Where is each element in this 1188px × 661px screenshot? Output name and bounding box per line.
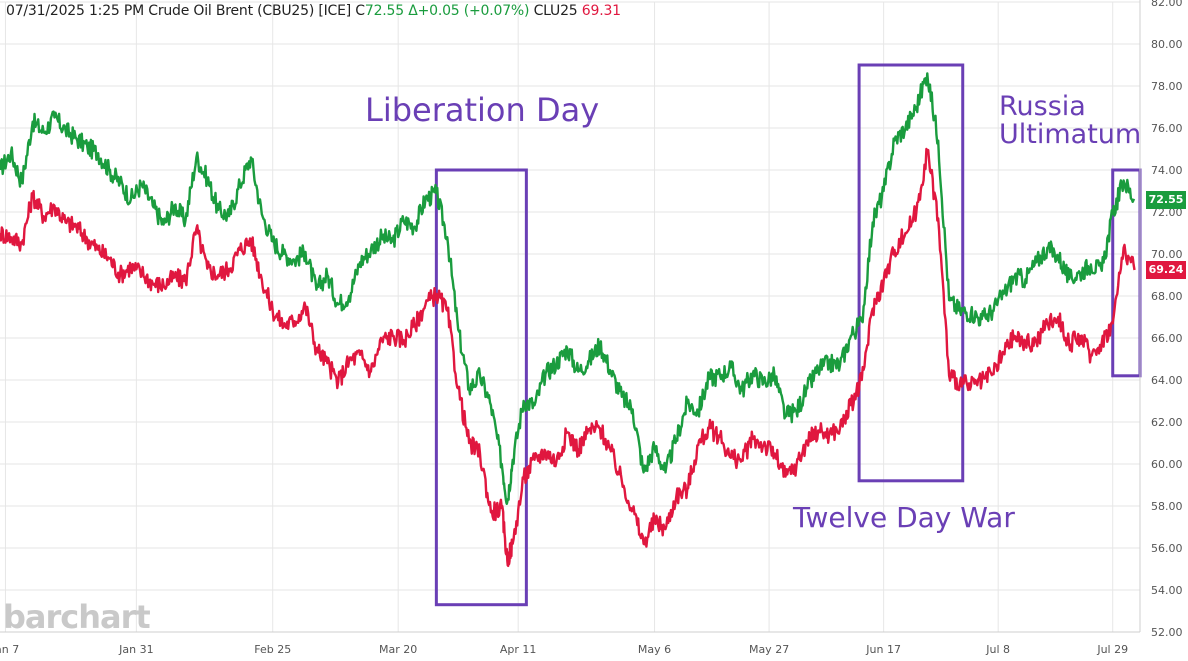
chart-header: 07/31/2025 1:25 PM Crude Oil Brent (CBU2… — [6, 3, 621, 19]
annotation-twelve-day-war: Twelve Day War — [793, 501, 1015, 534]
x-tick-label: Mar 20 — [379, 643, 417, 656]
y-tick-label: 78.00 — [1151, 80, 1183, 93]
x-tick-label: May 6 — [638, 643, 671, 656]
annotation-russia-line1: Russia — [999, 91, 1086, 122]
highlight-box — [434, 168, 528, 607]
y-tick-label: 52.00 — [1151, 626, 1183, 639]
y-tick-label: 68.00 — [1151, 290, 1183, 303]
header-change: Δ+0.05 (+0.07%) — [408, 3, 530, 19]
header-date: 07/31/2025 — [6, 3, 85, 19]
x-tick-label: Apr 11 — [500, 643, 537, 656]
brent-price-tag: 72.55 — [1146, 191, 1186, 210]
highlight-box — [857, 63, 965, 483]
header-time: 1:25 PM — [88, 3, 144, 19]
x-tick-label: Jan 31 — [118, 643, 153, 656]
annotation-russia-ultimatum: Russia Ultimatum — [999, 91, 1142, 151]
brent-series-line — [0, 72, 1136, 505]
y-tick-label: 64.00 — [1151, 374, 1183, 387]
y-tick-label: 62.00 — [1151, 416, 1183, 429]
barchart-logo: barchart — [3, 598, 151, 636]
y-tick-label: 58.00 — [1151, 500, 1183, 513]
y-tick-label: 76.00 — [1151, 122, 1183, 135]
header-compare-value: 69.31 — [581, 3, 621, 19]
y-tick-label: 54.00 — [1151, 584, 1183, 597]
series-lines — [0, 72, 1136, 567]
x-tick-label: Jan 7 — [0, 643, 19, 656]
y-tick-label: 70.00 — [1151, 248, 1183, 261]
header-close-label: C — [355, 3, 365, 19]
y-tick-label: 56.00 — [1151, 542, 1183, 555]
chart-grid — [0, 1, 1140, 633]
x-tick-label: Feb 25 — [254, 643, 291, 656]
y-tick-label: 74.00 — [1151, 164, 1183, 177]
wti-series-line — [0, 147, 1136, 567]
y-tick-label: 66.00 — [1151, 332, 1183, 345]
header-instrument: Crude Oil Brent (CBU25) [ICE] — [148, 3, 352, 19]
y-tick-label: 80.00 — [1151, 38, 1183, 51]
header-compare-symbol: CLU25 — [533, 3, 578, 19]
x-tick-label: Jul 8 — [985, 643, 1010, 656]
annotation-russia-line2: Ultimatum — [999, 119, 1142, 151]
y-tick-label: 60.00 — [1151, 458, 1183, 471]
x-tick-label: Jul 29 — [1096, 643, 1128, 656]
highlight-boxes — [434, 63, 1142, 607]
y-tick-label: 82.00 — [1151, 0, 1183, 9]
x-tick-label: May 27 — [749, 643, 789, 656]
wti-price-tag: 69.24 — [1146, 260, 1186, 279]
annotation-liberation-day: Liberation Day — [365, 91, 600, 129]
header-close-value: 72.55 — [364, 3, 404, 19]
x-tick-label: Jun 17 — [865, 643, 901, 656]
